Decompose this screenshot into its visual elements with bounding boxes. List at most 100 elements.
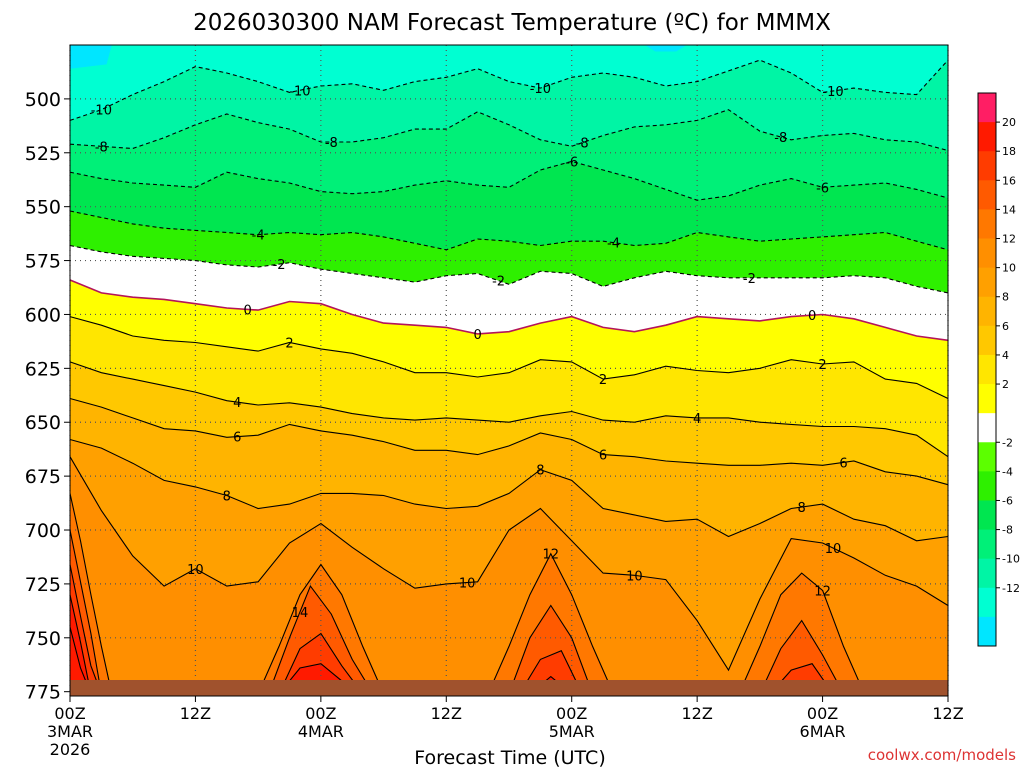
contour-label-6-2: 6	[839, 456, 847, 471]
credit-text[interactable]: coolwx.com/models	[868, 746, 1016, 764]
x-tick-sublabel-0-0: 3MAR	[47, 722, 93, 741]
y-tick-label-775: 775	[25, 682, 61, 704]
contour-label--10-0: -10	[91, 104, 112, 119]
x-tick-sublabel-24-0: 4MAR	[298, 722, 344, 741]
band-coldest-b	[644, 45, 687, 52]
contour-label-14-0: 14	[292, 606, 309, 621]
colorbar-outline	[977, 92, 997, 647]
colorbar-label-0: 20	[1002, 116, 1016, 129]
contour-label--4-1: -4	[607, 237, 620, 252]
x-tick-label-36: 12Z	[431, 704, 462, 723]
contour-label-4-1: 4	[693, 412, 701, 427]
y-tick-label-650: 650	[25, 412, 61, 434]
contour-label-6-1: 6	[599, 449, 607, 464]
contour-label-2-0: 2	[285, 336, 293, 351]
y-tick-label-525: 525	[25, 143, 61, 165]
colorbar-label-8: 4	[1002, 349, 1009, 362]
band-top-cold	[70, 45, 948, 61]
y-tick-label-750: 750	[25, 628, 61, 650]
contour-label--8-0: -8	[95, 140, 108, 155]
colorbar: 20 18 16 14 12 10 8 6 4 2 -2 -4 -6 -8 -10 -12	[977, 92, 1020, 647]
contour-label--8-2: -8	[576, 137, 589, 152]
colorbar-swatch-11	[978, 413, 996, 443]
x-tick-sublabel-48-0: 5MAR	[549, 722, 595, 741]
colorbar-swatch-0	[978, 93, 996, 123]
colorbar-label-6: 8	[1002, 291, 1009, 304]
colorbar-label-12: -6	[1002, 494, 1013, 507]
plot-frame	[69, 44, 949, 697]
contour--6	[69, 160, 949, 201]
x-tick-label-60: 12Z	[681, 704, 712, 723]
x-tick-sublabel-72-0: 6MAR	[800, 722, 846, 741]
contour-label-10-2: 10	[626, 569, 643, 584]
contour-label--2-1: -2	[492, 275, 505, 290]
x-tick-label-12: 12Z	[180, 704, 211, 723]
contour-label--6-0: -6	[565, 155, 578, 170]
contour--8	[69, 109, 949, 152]
x-tick-sublabel-0-1: 2026	[50, 740, 91, 759]
contour-label--8-1: -8	[325, 136, 338, 151]
colorbar-label-13: -8	[1002, 524, 1013, 537]
colorbar-swatch-10	[978, 384, 996, 414]
contour-label-0-0: 0	[244, 303, 252, 318]
x-axis-label: Forecast Time (UTC)	[414, 747, 605, 768]
colorbar-swatch-17	[978, 587, 996, 618]
colorbar-label-7: 6	[1002, 320, 1009, 333]
colorbar-label-1: 18	[1002, 145, 1016, 158]
band-coldest-a	[70, 45, 112, 69]
colorbar-label-9: 2	[1002, 378, 1009, 391]
y-axis: 500 525 550 575 600 625 650 675 700 725 750 775	[25, 89, 70, 704]
colorbar-swatch-9	[978, 354, 996, 385]
y-tick-label-675: 675	[25, 466, 61, 488]
y-tick-label-575: 575	[25, 251, 61, 273]
contour-label--10-1: -10	[289, 84, 310, 99]
colorbar-label-2: 16	[1002, 174, 1016, 187]
contour-0	[69, 279, 949, 342]
colorbar-label-10: -2	[1002, 436, 1013, 449]
contour-label-8-0: 8	[223, 490, 231, 505]
colorbar-swatch-7	[978, 296, 996, 327]
contour-8	[69, 438, 949, 542]
x-tick-label-24: 00Z	[305, 704, 336, 723]
contour-label-8-1: 8	[536, 464, 544, 479]
colorbar-swatch-18	[978, 616, 996, 647]
contour-label-6-0: 6	[233, 431, 241, 446]
colorbar-swatch-1	[978, 122, 996, 152]
colorbar-label-4: 12	[1002, 233, 1016, 246]
y-tick-label-625: 625	[25, 358, 61, 380]
contour-label--10-2: -10	[530, 82, 551, 97]
contour-2	[69, 316, 949, 399]
x-tick-label-72: 00Z	[807, 704, 838, 723]
contour-label-12-1: 12	[814, 584, 831, 599]
contour-6	[69, 397, 949, 486]
colorbar-label-3: 14	[1002, 203, 1016, 216]
contour-label-10-1: 10	[459, 576, 476, 591]
contour-10	[69, 456, 949, 672]
contour-label--8-3: -8	[774, 131, 787, 146]
contour-label--10-3: -10	[822, 85, 843, 100]
contour-label--4-0: -4	[252, 229, 265, 244]
x-tick-label-84: 12Z	[932, 704, 963, 723]
colorbar-label-15: -12	[1002, 582, 1020, 595]
x-tick-label-0: 00Z	[54, 704, 85, 723]
colorbar-swatch-8	[978, 325, 996, 356]
colorbar-swatch-16	[978, 558, 996, 589]
contour-label-2-2: 2	[818, 358, 826, 373]
colorbar-swatch-2	[978, 151, 996, 181]
colorbar-swatch-3	[978, 180, 996, 210]
colorbar-swatch-13	[978, 471, 996, 501]
contour--2	[69, 244, 949, 294]
colorbar-swatch-12	[978, 442, 996, 472]
colorbar-swatch-6	[978, 267, 996, 298]
contour-label-4-0: 4	[233, 396, 241, 411]
contour-label-0-2: 0	[808, 309, 816, 324]
y-tick-label-600: 600	[25, 304, 61, 326]
contour-label-10-0: 10	[187, 563, 204, 578]
contour-label-0-1: 0	[474, 328, 482, 343]
y-tick-label-550: 550	[25, 197, 61, 219]
contour-label--2-0: -2	[273, 258, 286, 273]
contour-label-10-3: 10	[825, 542, 842, 557]
colorbar-swatch-4	[978, 209, 996, 240]
